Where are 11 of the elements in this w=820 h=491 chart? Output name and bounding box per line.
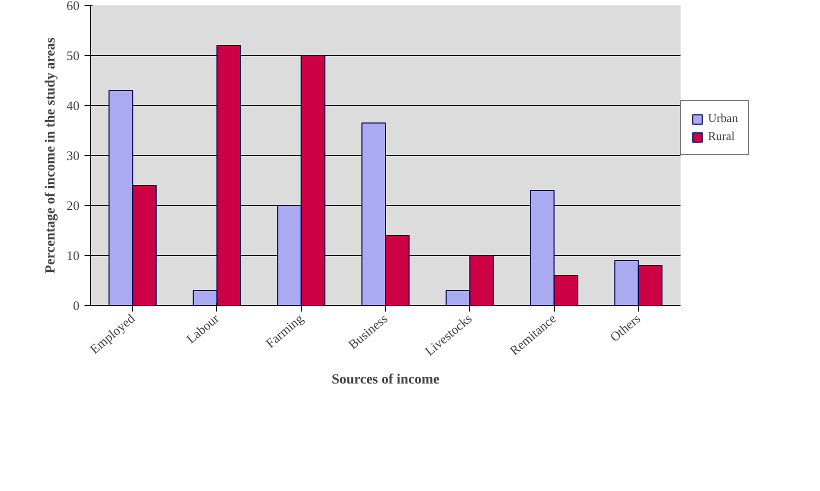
legend-label: Rural [708, 129, 735, 144]
y-tick-label: 20 [66, 198, 80, 213]
x-axis-title: Sources of income [332, 372, 440, 388]
y-tick-label: 60 [66, 0, 80, 13]
y-tick-label: 10 [66, 248, 80, 263]
y-axis-title: Percentage of income in the study areas [44, 37, 58, 274]
y-tick-label: 30 [66, 148, 80, 163]
y-tick-label: 40 [66, 98, 80, 113]
y-tick-label: 50 [66, 48, 80, 63]
legend-label: Urban [708, 111, 738, 126]
y-tick-label: 0 [73, 298, 80, 313]
